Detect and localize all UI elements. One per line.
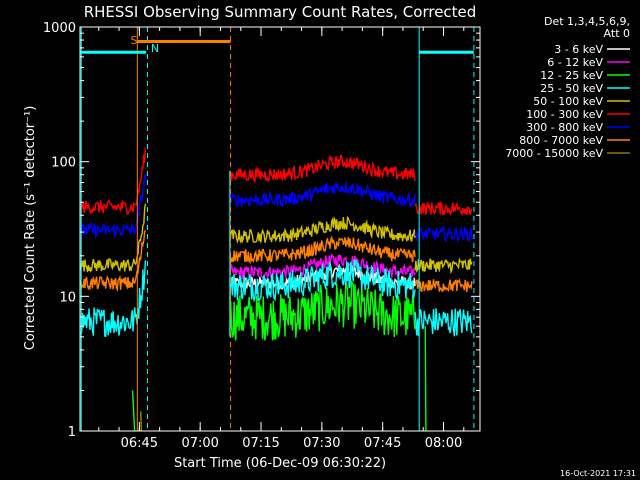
x-tick-label: 07:00 xyxy=(181,436,218,451)
legend-entry-label: 300 - 800 keV xyxy=(526,121,603,134)
y-axis-label: Corrected Count Rate (s⁻¹ detector⁻¹) xyxy=(23,106,38,351)
x-tick-label: 07:30 xyxy=(303,436,340,451)
legend-header-line: Att 0 xyxy=(604,27,630,40)
legend-header-line: Det 1,3,4,5,6,9, xyxy=(544,15,630,28)
legend-entry-label: 3 - 6 keV xyxy=(554,43,603,56)
x-tick-label: 07:15 xyxy=(242,436,279,451)
saa-label: S xyxy=(131,34,138,47)
legend-entry-label: 25 - 50 keV xyxy=(540,82,603,95)
y-tick-label: 1 xyxy=(68,425,76,440)
flare-spike-green xyxy=(131,390,136,432)
chart-title: RHESSI Observing Summary Count Rates, Co… xyxy=(84,3,477,21)
y-tick-label: 1000 xyxy=(43,21,76,36)
legend-entry-label: 12 - 25 keV xyxy=(540,69,603,82)
series-300-800-keV xyxy=(79,174,473,243)
end-spike-green xyxy=(424,326,427,432)
x-axis-label: Start Time (06-Dec-09 06:30:22) xyxy=(174,456,386,471)
legend-entry-label: 7000 - 15000 keV xyxy=(505,147,603,160)
flare-spike-olive xyxy=(139,411,143,432)
series-100-300-keV xyxy=(79,147,473,216)
x-tick-label: 08:00 xyxy=(425,436,462,451)
x-tick-label: 07:45 xyxy=(364,436,401,451)
series-12-25-keV xyxy=(229,279,416,341)
night-label: N xyxy=(151,42,159,55)
y-tick-label: 100 xyxy=(51,156,76,171)
plot-timestamp: 16-Oct-2021 17:31 xyxy=(560,469,636,478)
legend-entry-label: 50 - 100 keV xyxy=(533,95,603,108)
legend-entry-label: 100 - 300 keV xyxy=(526,108,603,121)
x-tick-label: 06:45 xyxy=(121,436,158,451)
series-25-50-keV xyxy=(79,259,473,338)
axes: 1 10 100 1000 06:45 07:00 07:15 07:30 07:45 08:00 xyxy=(43,21,481,451)
series-800-7000-keV xyxy=(79,230,473,293)
plot-frame xyxy=(79,26,481,432)
series-50-100-keV xyxy=(79,203,473,275)
y-tick-label: 10 xyxy=(59,290,76,305)
legend-entry-label: 6 - 12 keV xyxy=(547,56,603,69)
legend-entry-label: 800 - 7000 keV xyxy=(519,134,603,147)
plot-area: SN xyxy=(79,27,475,432)
